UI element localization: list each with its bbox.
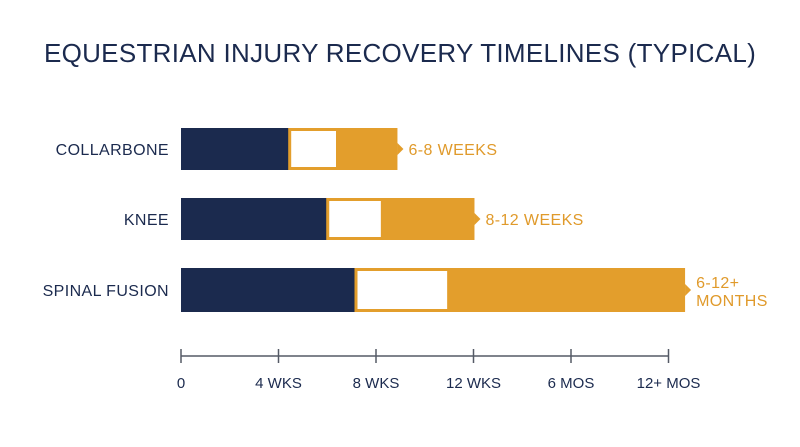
tick-label: 4 WKS [255, 375, 302, 392]
pointer-arrow [397, 143, 404, 155]
tick-label: 12+ MOS [637, 375, 701, 392]
duration-label: 6-8 WEEKS [408, 142, 497, 159]
bar-segment-navy [181, 198, 329, 240]
pointer-arrow [474, 213, 481, 225]
x-axis: 0 4 WKS 8 WKS 12 WKS 6 MOS 12+ MOS [177, 349, 701, 392]
duration-label: MONTHS [696, 293, 768, 310]
category-label: COLLARBONE [56, 142, 169, 159]
chart-title: EQUESTRIAN INJURY RECOVERY TIMELINES (TY… [44, 38, 756, 68]
bar-segment-gold [448, 268, 686, 312]
duration-label: 8-12 WEEKS [485, 212, 583, 229]
bars-group: COLLARBONE 6-8 WEEKS KNEE 8-12 WEEKS SPINAL … [43, 128, 768, 312]
category-label: KNEE [124, 212, 169, 229]
tick-label: 8 WKS [353, 375, 400, 392]
pointer-arrow [685, 284, 692, 296]
duration-label: 6-12+ [696, 275, 739, 292]
bar-segment-navy [181, 268, 357, 312]
category-label: SPINAL FUSION [43, 283, 169, 300]
bar-segment-navy [181, 128, 291, 170]
bar-segment-gold [381, 198, 475, 240]
tick-label: 6 MOS [548, 375, 595, 392]
bar-segment-white [288, 128, 340, 170]
tick-label: 12 WKS [446, 375, 501, 392]
bar-segment-white [354, 268, 451, 312]
tick-label: 0 [177, 375, 185, 392]
bar-segment-gold [337, 128, 398, 170]
bar-segment-white [326, 198, 384, 240]
